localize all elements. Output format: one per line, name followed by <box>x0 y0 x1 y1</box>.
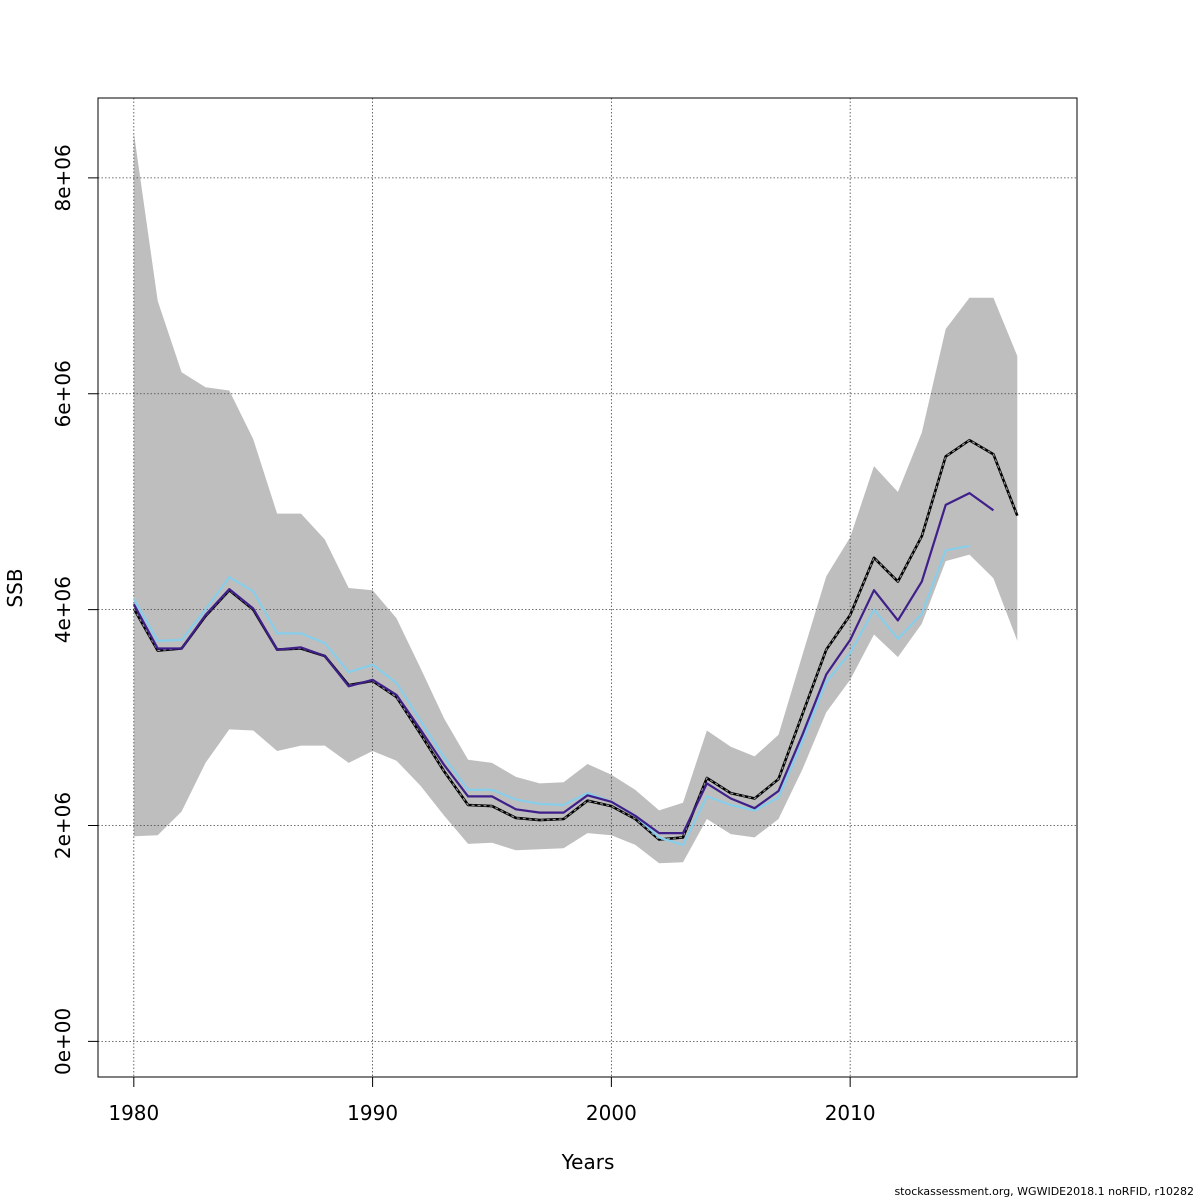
x-tick-label: 1980 <box>108 1101 159 1125</box>
grid-layer <box>98 98 1077 1077</box>
confidence-band-layer <box>133 132 1018 864</box>
x-tick-label: 2010 <box>825 1101 876 1125</box>
y-tick-label: 8e+06 <box>51 144 75 211</box>
x-axis-title: Years <box>561 1150 615 1174</box>
x-tick-label: 1990 <box>347 1101 398 1125</box>
series-layer <box>132 438 1019 846</box>
series-line-3 <box>132 492 995 835</box>
y-tick-label: 0e+00 <box>51 1008 75 1075</box>
y-tick-label: 6e+06 <box>51 360 75 427</box>
x-tick-label: 2000 <box>586 1101 637 1125</box>
y-tick-label: 2e+06 <box>51 792 75 859</box>
y-axis-title: SSB <box>3 568 27 607</box>
confidence-band <box>133 132 1018 864</box>
series-line-2 <box>132 544 970 846</box>
axis-layer: 1980 1990 2000 2010 0e+00 2e+06 4e+06 6e+06 8e+0… <box>51 144 876 1125</box>
footer-credit: stockassessment.org, WGWIDE2018.1 noRFID… <box>894 1185 1194 1198</box>
y-tick-label: 4e+06 <box>51 576 75 643</box>
